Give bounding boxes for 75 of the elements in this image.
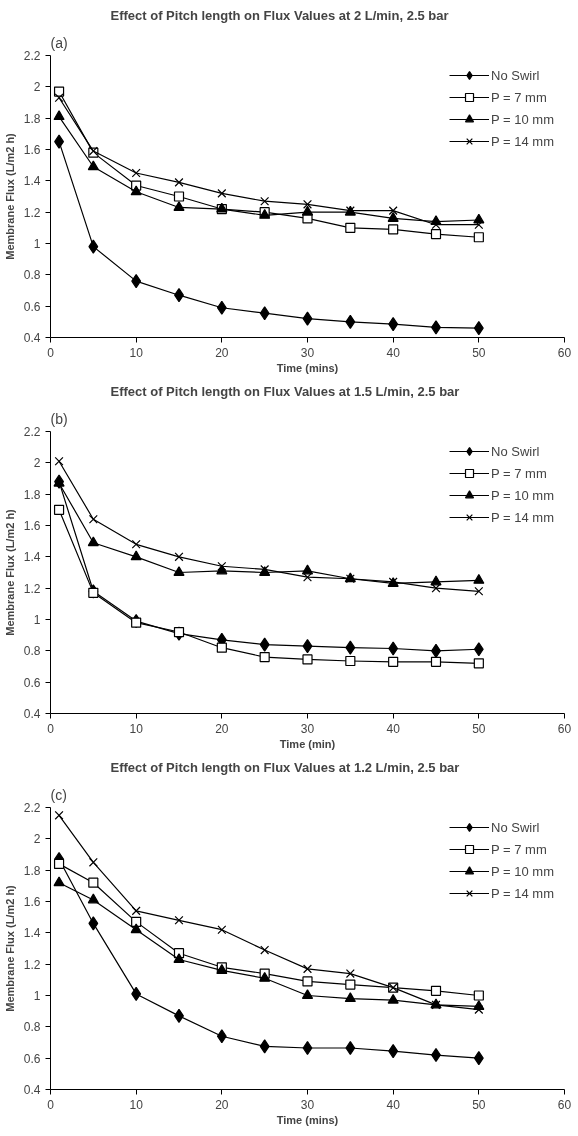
y-tick-label: 2 (33, 456, 41, 471)
legend-label: P = 14 mm (491, 885, 554, 901)
x-tick-label: 10 (129, 1097, 144, 1112)
y-tick-label: 1.2 (23, 581, 41, 596)
y-tick-label: 0.4 (23, 707, 41, 721)
y-tick-label: 1.4 (23, 174, 41, 189)
y-tick-label: 1.8 (23, 111, 41, 126)
x-tick-label: 20 (215, 1097, 229, 1112)
x-tick-label: 0 (47, 1097, 55, 1112)
legend-label: No Swirl (491, 67, 540, 83)
x-tick-label: 50 (472, 721, 486, 736)
y-tick-label: 1 (33, 237, 41, 251)
y-tick-label: 2.2 (23, 49, 41, 63)
x-axis-title: Time (mins) (276, 361, 339, 374)
text: (a) (50, 34, 68, 51)
y-tick-label: 1 (33, 613, 41, 627)
y-tick-label: 0.6 (23, 1051, 41, 1066)
y-axis-title: Membrane Flux (L/m2 h) (3, 508, 16, 636)
x-tick-label: 50 (472, 1097, 486, 1112)
y-tick-label: 0.4 (23, 331, 41, 345)
legend-label: P = 7 mm (491, 841, 547, 857)
legend-label: P = 14 mm (491, 509, 554, 525)
y-axis-title: Membrane Flux (L/m2 h) (3, 884, 16, 1012)
x-tick-label: 60 (557, 345, 572, 360)
x-tick-label: 10 (129, 345, 144, 360)
y-tick-label: 0.8 (23, 268, 41, 283)
y-tick-label: 1.6 (23, 519, 41, 533)
y-tick-label: 2.2 (23, 801, 41, 815)
text: (c) (50, 786, 67, 803)
x-tick-label: 40 (386, 1097, 401, 1112)
x-tick-label: 20 (215, 345, 229, 360)
legend-label: P = 7 mm (491, 89, 547, 105)
chart-title: Effect of Pitch length on Flux Values at 1.2 L/min, 2.5 bar (110, 759, 460, 775)
y-tick-label: 2 (33, 80, 41, 95)
y-tick-label: 0.6 (23, 299, 41, 314)
y-tick-label: 1.8 (23, 863, 41, 878)
legend-label: No Swirl (491, 443, 540, 459)
y-tick-label: 1.8 (23, 487, 41, 502)
y-tick-label: 1.4 (23, 926, 41, 941)
y-tick-label: 1.2 (23, 957, 41, 972)
legend-label: P = 7 mm (491, 465, 547, 481)
legend-label: P = 10 mm (491, 863, 554, 879)
y-tick-label: 0.8 (23, 644, 41, 659)
x-tick-label: 30 (300, 1097, 315, 1112)
x-tick-label: 50 (472, 345, 486, 360)
y-tick-label: 1.6 (23, 143, 41, 157)
x-axis-title: Time (min) (279, 737, 336, 750)
y-tick-label: 0.4 (23, 1083, 41, 1097)
y-tick-label: 1.2 (23, 205, 41, 220)
x-tick-label: 10 (129, 721, 144, 736)
y-tick-label: 1.6 (23, 895, 41, 909)
x-tick-label: 30 (300, 721, 315, 736)
text: (b) (50, 410, 68, 427)
y-tick-label: 0.6 (23, 675, 41, 690)
y-tick-label: 0.8 (23, 1020, 41, 1035)
x-tick-label: 60 (557, 1097, 572, 1112)
legend-label: No Swirl (491, 819, 540, 835)
y-tick-label: 2 (33, 832, 41, 847)
x-tick-label: 0 (47, 721, 55, 736)
y-tick-label: 1 (33, 989, 41, 1003)
x-tick-label: 40 (386, 721, 401, 736)
x-tick-label: 60 (557, 721, 572, 736)
x-tick-label: 20 (215, 721, 229, 736)
legend-label: P = 10 mm (491, 487, 554, 503)
x-tick-label: 0 (47, 345, 55, 360)
y-axis-title: Membrane Flux (L/m2 h) (3, 132, 16, 260)
y-tick-label: 1.4 (23, 550, 41, 565)
x-axis-title: Time (mins) (276, 1113, 339, 1126)
x-tick-label: 30 (300, 345, 315, 360)
legend-label: P = 10 mm (491, 111, 554, 127)
x-tick-label: 40 (386, 345, 401, 360)
chart-title: Effect of Pitch length on Flux Values at 1.5 L/min, 2.5 bar (110, 383, 460, 399)
chart-title: Effect of Pitch length on Flux Values at 2 L/min, 2.5 bar (110, 7, 449, 23)
y-tick-label: 2.2 (23, 425, 41, 439)
legend-label: P = 14 mm (491, 133, 554, 149)
